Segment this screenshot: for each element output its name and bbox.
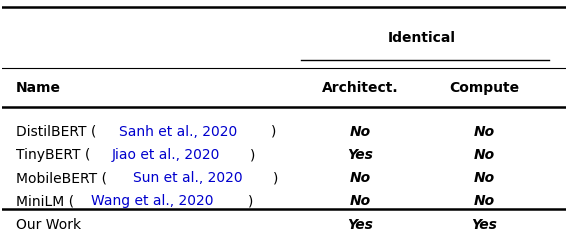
Text: Identical: Identical xyxy=(388,31,456,45)
Text: Wang et al., 2020: Wang et al., 2020 xyxy=(91,194,213,208)
Text: Yes: Yes xyxy=(347,147,373,161)
Text: ): ) xyxy=(250,147,256,161)
Text: Our Work: Our Work xyxy=(16,217,81,231)
Text: Name: Name xyxy=(16,80,61,94)
Text: Jiao et al., 2020: Jiao et al., 2020 xyxy=(111,147,220,161)
Text: Yes: Yes xyxy=(347,217,373,231)
Text: MobileBERT (: MobileBERT ( xyxy=(16,170,107,185)
Text: Sanh et al., 2020: Sanh et al., 2020 xyxy=(119,124,237,138)
Text: Compute: Compute xyxy=(449,80,519,94)
Text: Architect.: Architect. xyxy=(322,80,398,94)
Text: No: No xyxy=(474,147,495,161)
Text: No: No xyxy=(474,194,495,208)
Text: No: No xyxy=(349,194,371,208)
Text: MiniLM (: MiniLM ( xyxy=(16,194,74,208)
Text: TinyBERT (: TinyBERT ( xyxy=(16,147,90,161)
Text: DistilBERT (: DistilBERT ( xyxy=(16,124,97,138)
Text: Sun et al., 2020: Sun et al., 2020 xyxy=(133,170,243,185)
Text: No: No xyxy=(349,170,371,185)
Text: ): ) xyxy=(248,194,253,208)
Text: No: No xyxy=(474,170,495,185)
Text: Yes: Yes xyxy=(471,217,497,231)
Text: ): ) xyxy=(273,170,278,185)
Text: ): ) xyxy=(270,124,276,138)
Text: No: No xyxy=(474,124,495,138)
Text: No: No xyxy=(349,124,371,138)
